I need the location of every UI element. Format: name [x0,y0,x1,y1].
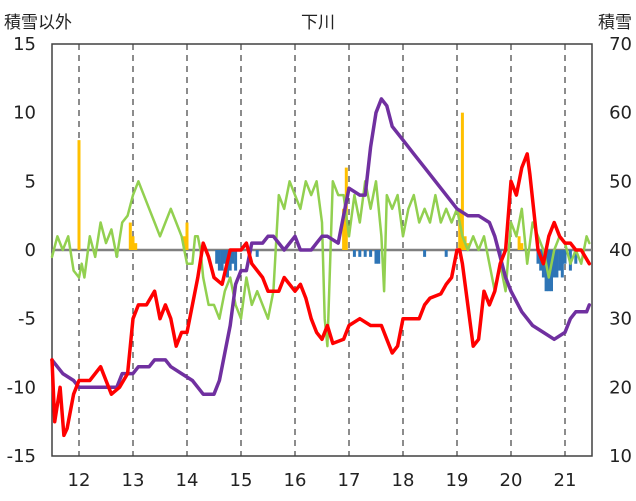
orange-bar-3 [134,243,138,250]
left-tick-label-6: -15 [7,446,36,467]
left-axis-label: 積雪以外 [4,13,72,33]
blue-bar-28 [560,250,564,278]
blue-bar-14 [374,250,378,264]
blue-bar-17 [444,250,448,257]
blue-bar-1 [215,250,219,264]
left-tick-label-3: 0 [25,240,36,261]
right-tick-label-0: 70 [609,34,632,55]
left-axis-ticks: 15 10 5 0 -5 -10 -15 [7,34,36,467]
orange-bar-0 [77,140,81,250]
right-tick-label-3: 40 [609,240,632,261]
left-tick-label-2: 5 [25,171,36,192]
orange-bar-6 [342,208,346,250]
blue-bar-9 [255,250,259,257]
lines-layer [50,97,592,438]
right-tick-label-4: 30 [609,309,632,330]
orange-bar-11 [466,243,470,250]
blue-bar-24 [550,250,553,292]
blue-bar-23 [547,250,551,292]
blue-bar-6 [228,250,232,271]
x-tick-label-6: 18 [392,470,415,491]
right-axis-label: 積雪 [598,13,632,33]
blue-bar-27 [558,250,562,271]
blue-bar-4 [223,250,227,264]
blue-bar-13 [369,250,373,257]
right-tick-label-5: 20 [609,377,632,398]
blue-bar-29 [563,250,567,264]
blue-bar-19 [536,250,540,264]
left-tick-label-5: -10 [7,377,36,398]
blue-bar-7 [231,250,235,264]
blue-bar-26 [555,250,559,278]
blue-bar-22 [544,250,548,292]
blue-bar-8 [234,250,238,271]
right-tick-label-1: 60 [609,103,632,124]
orange-bar-13 [520,243,524,250]
right-tick-label-2: 50 [609,171,632,192]
orange-bar-4 [182,236,186,250]
orange-bar-5 [185,222,189,250]
vertical-gridlines [78,44,566,456]
x-tick-label-1: 13 [122,470,145,491]
chart-title: 下川 [301,13,335,33]
x-tick-label-8: 20 [500,470,523,491]
left-tick-label-4: -5 [18,309,36,330]
red-series-line [50,152,592,438]
x-tick-label-0: 12 [68,470,91,491]
orange-bar-9 [460,112,464,251]
blue-bar-3 [220,250,224,271]
x-tick-label-2: 14 [176,470,199,491]
x-axis-ticks: 12 13 14 15 16 17 18 19 20 21 [68,470,577,491]
orange-bar-12 [517,236,521,250]
orange-bar-1 [128,222,132,250]
x-tick-label-3: 15 [230,470,253,491]
blue-bar-16 [423,250,427,257]
left-tick-label-0: 15 [13,34,36,55]
x-tick-label-4: 16 [284,470,307,491]
orange-bar-2 [131,236,135,250]
left-tick-label-1: 10 [13,103,36,124]
blue-bar-15 [377,250,381,264]
purple-series-line [50,97,592,396]
x-tick-label-7: 19 [446,470,469,491]
blue-bar-10 [352,250,356,257]
right-tick-label-6: 10 [609,446,632,467]
x-tick-label-5: 17 [338,470,361,491]
right-axis-ticks: 70 60 50 40 30 20 10 [609,34,632,467]
x-tick-label-9: 21 [554,470,577,491]
blue-bar-12 [363,250,367,257]
orange-bar-8 [458,208,462,250]
blue-bar-25 [552,250,556,278]
blue-bar-31 [574,250,578,264]
blue-bar-2 [217,250,221,271]
blue-bar-11 [358,250,362,257]
